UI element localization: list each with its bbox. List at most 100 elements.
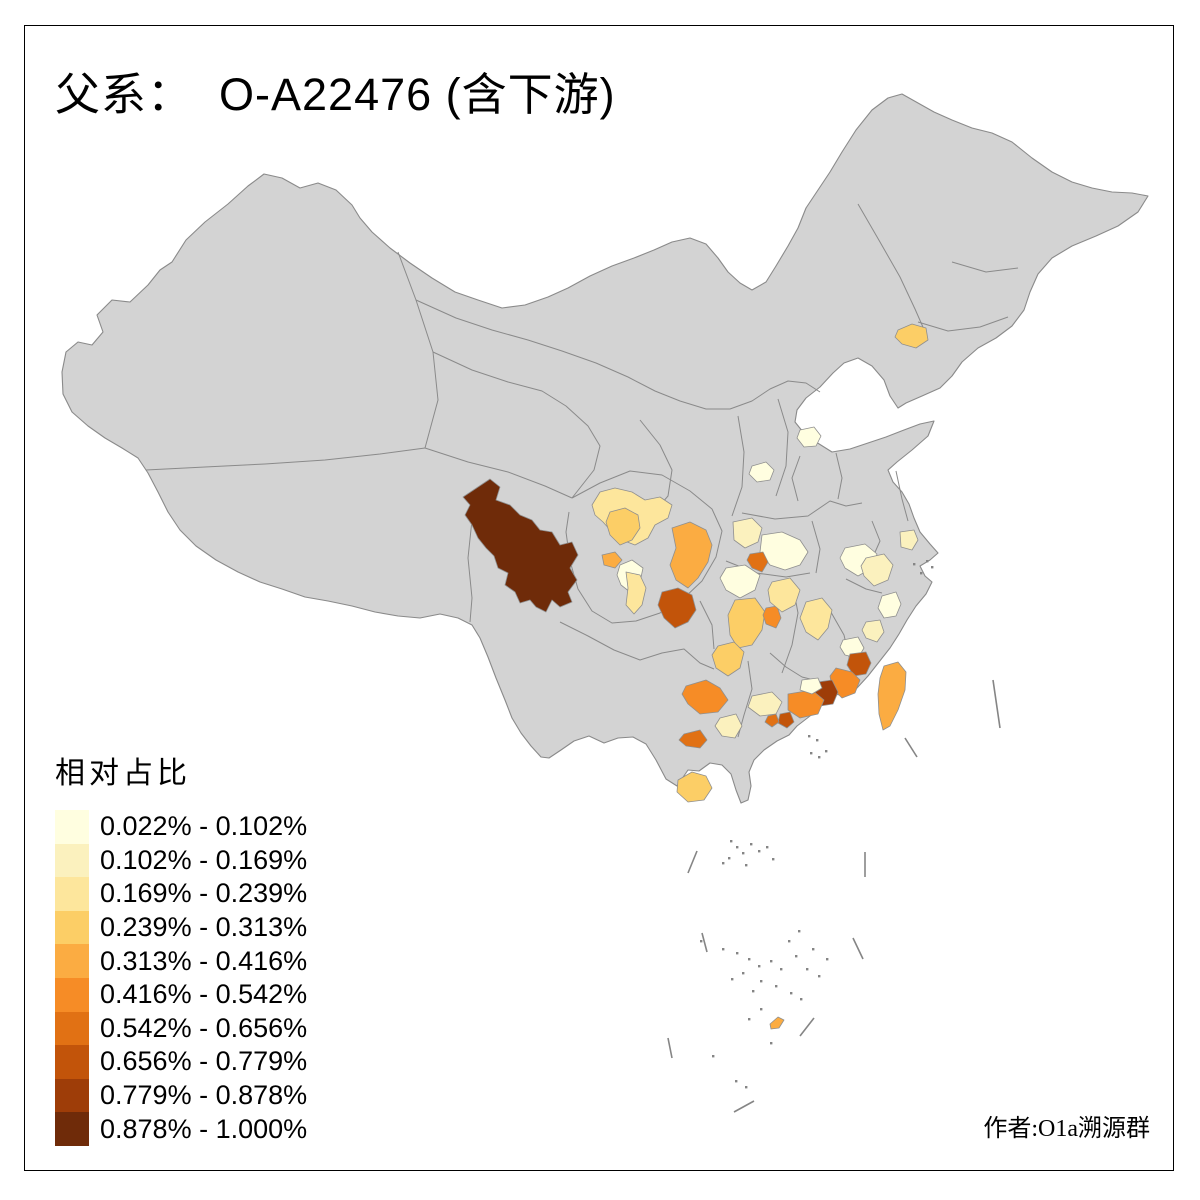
nine-dash-segment — [799, 1017, 815, 1037]
nine-dash-segment — [733, 1100, 755, 1113]
islet-dot — [760, 1008, 763, 1011]
nine-dash-segment — [904, 737, 918, 758]
islet-dot — [748, 1018, 751, 1021]
legend-swatch — [55, 910, 89, 945]
islet-dot — [825, 750, 828, 753]
islet-dot — [742, 852, 745, 855]
map-region — [877, 591, 902, 619]
legend: 相对占比 0.022% - 0.102% 0.102% - 0.169% 0.169… — [55, 748, 307, 1146]
map-region — [899, 529, 919, 551]
province-borders — [145, 203, 1019, 738]
islet-dot — [758, 965, 761, 968]
islet-dot — [730, 840, 733, 843]
islet-dot — [816, 739, 819, 742]
map-region — [767, 577, 801, 613]
islet-dot — [806, 968, 809, 971]
nine-dash-segment — [667, 1037, 673, 1059]
map-regions — [462, 323, 929, 1030]
map-region — [605, 507, 641, 546]
islet-dot — [742, 972, 745, 975]
map-region — [727, 597, 766, 649]
map-region — [711, 641, 745, 677]
legend-swatch — [55, 843, 89, 878]
islet-dot — [770, 1042, 773, 1045]
legend-row: 0.878% - 1.000% — [55, 1112, 307, 1146]
legend-label: 0.239% - 0.313% — [100, 912, 308, 943]
islet-dot — [728, 857, 731, 860]
islet-dot — [798, 930, 801, 933]
islet-dot — [758, 850, 761, 853]
islet-dot — [790, 992, 793, 995]
map-region — [799, 677, 823, 695]
legend-row: 0.022% - 0.102% — [55, 810, 307, 844]
islet-dot — [736, 952, 739, 955]
legend-swatch — [55, 977, 89, 1012]
map-region — [894, 323, 929, 349]
legend-swatch — [55, 1045, 89, 1079]
nine-dash-segment — [992, 679, 1001, 729]
legend-swatch — [55, 944, 89, 978]
legend-label: 0.542% - 0.656% — [100, 1012, 308, 1043]
legend-label: 0.102% - 0.169% — [100, 844, 308, 875]
islet-dot — [800, 998, 803, 1001]
legend-swatch — [55, 1078, 89, 1113]
legend-swatch — [55, 810, 89, 844]
map-region — [719, 564, 761, 599]
map-region — [769, 1016, 785, 1030]
attribution: 作者:O1a溯源群 — [983, 1116, 1150, 1142]
islet-dot — [722, 862, 725, 865]
map-region — [860, 553, 894, 587]
islet-dot — [812, 948, 815, 951]
legend-label: 0.416% - 0.542% — [100, 979, 308, 1010]
legend-row: 0.779% - 0.878% — [55, 1078, 307, 1113]
islet-dot — [931, 566, 934, 569]
map-region — [657, 587, 697, 629]
map-region — [746, 551, 769, 573]
page-title: 父系： O-A22476 (含下游) — [55, 58, 616, 123]
legend-label: 0.169% - 0.239% — [100, 878, 308, 909]
map-region — [732, 517, 763, 549]
map-region — [799, 597, 833, 641]
islet-dot — [766, 846, 769, 849]
map-region — [462, 478, 579, 613]
islet-dot — [752, 990, 755, 993]
islet-dot — [788, 940, 791, 943]
map-region — [669, 521, 713, 589]
islet-dot — [750, 843, 753, 846]
islet-dot — [808, 735, 811, 738]
islet-dot — [913, 563, 916, 566]
islet-dot — [810, 752, 813, 755]
legend-swatch — [55, 1112, 89, 1146]
title-haplogroup: O-A22476 (含下游) — [219, 69, 616, 120]
islet-dot — [731, 978, 734, 981]
islet-dot — [748, 958, 751, 961]
islet-dot — [735, 1080, 738, 1083]
legend-row: 0.169% - 0.239% — [55, 877, 307, 911]
islet-dot — [795, 955, 798, 958]
title-prefix: 父系： — [55, 70, 194, 120]
legend-row: 0.542% - 0.656% — [55, 1011, 308, 1046]
mainland-outline — [61, 93, 1149, 804]
nine-dash-segment — [687, 850, 698, 874]
islet-dot — [780, 968, 783, 971]
islet-dot — [722, 948, 725, 951]
islet-dot — [745, 1086, 748, 1089]
islet-dot — [712, 1055, 715, 1058]
map-region — [877, 661, 907, 731]
legend-label: 0.313% - 0.416% — [100, 945, 308, 976]
legend-swatch — [55, 877, 89, 911]
map-region — [625, 571, 647, 615]
islet-dot — [818, 975, 821, 978]
islet-dot — [760, 980, 763, 983]
legend-row: 0.102% - 0.169% — [55, 843, 308, 878]
legend-label: 0.022% - 0.102% — [100, 811, 308, 842]
legend-title: 相对占比 — [55, 757, 191, 790]
map-region — [601, 551, 623, 569]
islet-dot — [700, 940, 703, 943]
legend-row: 0.239% - 0.313% — [55, 910, 308, 945]
nine-dash-segment — [701, 932, 708, 953]
legend-swatch — [55, 1011, 89, 1046]
islet-dot — [818, 756, 821, 759]
